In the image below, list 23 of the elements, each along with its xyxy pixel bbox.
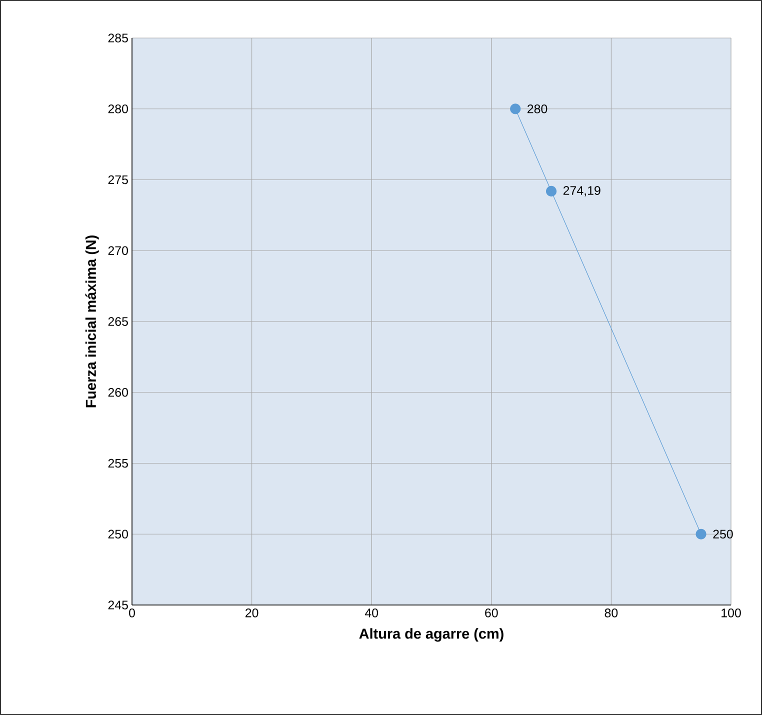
x-tick-label: 0	[129, 608, 135, 618]
x-tick-label: 80	[604, 608, 618, 618]
y-axis-title: Fuerza inicial máxima (N)	[85, 236, 99, 408]
x-tick-label: 100	[722, 608, 741, 618]
x-axis-title: Altura de agarre (cm)	[359, 628, 504, 642]
y-tick-label: 270	[108, 246, 128, 256]
point	[510, 104, 521, 114]
point	[696, 528, 706, 540]
y-tick-label: 265	[108, 317, 128, 326]
y-tick-label: 280	[108, 104, 128, 114]
data-label: 274,19	[563, 186, 600, 196]
x-tick-label: 40	[364, 608, 378, 618]
data-label: 250	[713, 530, 733, 539]
x-tick-label: 20	[246, 608, 258, 618]
y-tick-label: 255	[108, 458, 128, 468]
y-tick-label: 250	[108, 530, 128, 539]
y-tick-label: 285	[108, 34, 128, 42]
y-tick-label: 275	[108, 175, 128, 184]
y-tick-label: 260	[108, 388, 128, 397]
data-label: 280	[528, 104, 548, 114]
y-tick-label: 245	[108, 600, 128, 610]
x-tick-label: 60	[485, 608, 498, 618]
point	[546, 186, 557, 197]
